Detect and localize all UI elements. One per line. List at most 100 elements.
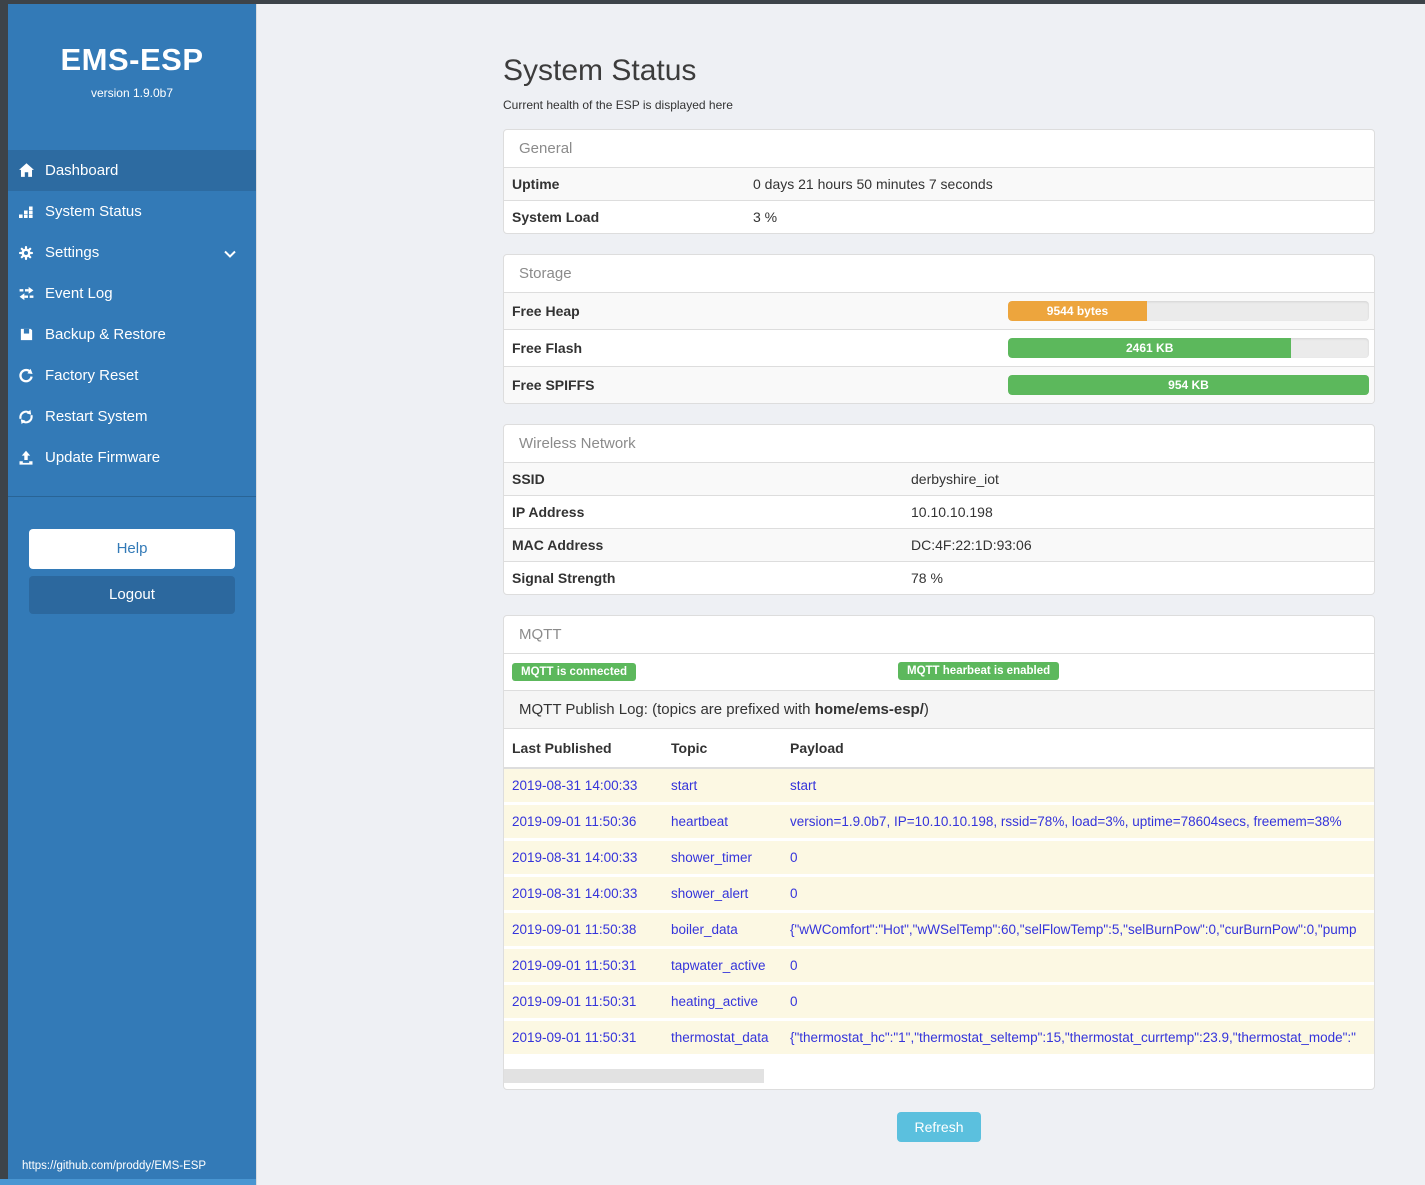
log-time: 2019-08-31 14:00:33 (504, 768, 663, 805)
system-load-label: System Load (504, 200, 745, 233)
sidebar-item-settings[interactable]: Settings (8, 232, 256, 273)
sidebar-item-dashboard[interactable]: Dashboard (8, 150, 256, 191)
gear-icon (16, 244, 36, 261)
refresh-row: Refresh (503, 1112, 1375, 1142)
sidebar: EMS-ESP version 1.9.0b7 Dashboard System… (0, 4, 256, 1185)
sidebar-item-update-firmware[interactable]: Update Firmware (8, 437, 256, 478)
wireless-panel: Wireless Network SSID derbyshire_iot IP … (503, 424, 1375, 595)
chevron-down-icon (224, 245, 236, 261)
sidebar-item-label: System Status (45, 203, 142, 220)
log-gap (504, 1057, 1374, 1069)
mac-address-value: DC:4F:22:1D:93:06 (903, 528, 1374, 562)
page-subtitle: Current health of the ESP is displayed h… (503, 98, 733, 112)
logout-button[interactable]: Logout (29, 576, 235, 614)
sidebar-item-label: Update Firmware (45, 449, 161, 466)
table-row: 2019-08-31 14:00:33 shower_alert 0 (504, 875, 1374, 913)
sidebar-bottom-strip (0, 1179, 256, 1185)
general-table: Uptime 0 days 21 hours 50 minutes 7 seco… (504, 168, 1374, 233)
free-heap-progress-bar: 9544 bytes (1008, 301, 1147, 321)
ssid-value: derbyshire_iot (903, 463, 1374, 496)
table-row: 2019-09-01 11:50:31 heating_active 0 (504, 983, 1374, 1021)
refresh-button[interactable]: Refresh (897, 1112, 981, 1142)
table-row: 2019-08-31 14:00:33 start start (504, 768, 1374, 805)
general-panel: General Uptime 0 days 21 hours 50 minute… (503, 129, 1375, 234)
table-row: MAC Address DC:4F:22:1D:93:06 (504, 528, 1374, 562)
table-row: Signal Strength 78 % (504, 561, 1374, 594)
sidebar-item-label: Dashboard (45, 162, 119, 179)
table-row: Free SPIFFS 954 KB (504, 366, 1374, 403)
mac-address-label: MAC Address (504, 528, 903, 562)
storage-table: Free Heap 9544 bytes Free Flash 2461 KB (504, 293, 1374, 403)
free-flash-label: Free Flash (504, 329, 1000, 367)
scrollbar-thumb[interactable] (504, 1069, 764, 1083)
free-spiffs-progress-bar: 954 KB (1008, 375, 1369, 395)
table-row: IP Address 10.10.10.198 (504, 495, 1374, 529)
sidebar-item-label: Restart System (45, 408, 148, 425)
table-header-row: Last Published Topic Payload (504, 729, 1374, 769)
sidebar-nav: Dashboard System Status (8, 150, 256, 478)
help-button[interactable]: Help (29, 529, 235, 569)
table-row: 2019-09-01 11:50:31 thermostat_data {"th… (504, 1019, 1374, 1057)
col-topic: Topic (663, 729, 782, 769)
log-payload: 0 (782, 983, 1374, 1021)
free-flash-progress-bar: 2461 KB (1008, 338, 1292, 358)
page-title: System Status (503, 54, 697, 87)
uptime-value: 0 days 21 hours 50 minutes 7 seconds (745, 168, 1374, 201)
ip-address-value: 10.10.10.198 (903, 495, 1374, 529)
sidebar-item-factory-reset[interactable]: Factory Reset (8, 355, 256, 396)
table-row: 2019-09-01 11:50:31 tapwater_active 0 (504, 947, 1374, 985)
log-payload: {"wWComfort":"Hot","wWSelTemp":60,"selFl… (782, 911, 1374, 949)
log-topic: thermostat_data (663, 1019, 782, 1057)
free-spiffs-label: Free SPIFFS (504, 366, 1000, 403)
log-payload: version=1.9.0b7, IP=10.10.10.198, rssid=… (782, 803, 1374, 841)
free-flash-cell: 2461 KB (1000, 329, 1374, 367)
mqtt-badge-row: MQTT is connected MQTT hearbeat is enabl… (504, 654, 1374, 691)
window-top-strip (0, 0, 1425, 4)
progress-track: 954 KB (1008, 375, 1369, 395)
progress-track: 2461 KB (1008, 338, 1369, 358)
col-last-published: Last Published (504, 729, 663, 769)
log-time: 2019-08-31 14:00:33 (504, 875, 663, 913)
ip-address-label: IP Address (504, 495, 903, 529)
log-topic: start (663, 768, 782, 805)
wireless-panel-heading: Wireless Network (504, 425, 1374, 463)
mqtt-panel-heading: MQTT (504, 616, 1374, 654)
log-topic: shower_alert (663, 875, 782, 913)
sidebar-item-system-status[interactable]: System Status (8, 191, 256, 232)
log-payload: 0 (782, 875, 1374, 913)
log-time: 2019-08-31 14:00:33 (504, 839, 663, 877)
table-row: 2019-08-31 14:00:33 shower_timer 0 (504, 839, 1374, 877)
wireless-table: SSID derbyshire_iot IP Address 10.10.10.… (504, 463, 1374, 594)
system-load-value: 3 % (745, 200, 1374, 233)
app-version: version 1.9.0b7 (90, 86, 174, 100)
log-payload: 0 (782, 947, 1374, 985)
mqtt-log-table: Last Published Topic Payload 2019-08-31 … (504, 729, 1374, 1057)
table-row: SSID derbyshire_iot (504, 463, 1374, 496)
mqtt-publish-log-heading: MQTT Publish Log: (topics are prefixed w… (504, 691, 1374, 729)
rotate-right-icon (16, 367, 36, 384)
log-intro-end: ) (923, 701, 929, 718)
log-topic: heartbeat (663, 803, 782, 841)
ssid-label: SSID (504, 463, 903, 496)
home-icon (16, 162, 36, 179)
mqtt-panel: MQTT MQTT is connected MQTT hearbeat is … (503, 615, 1375, 1090)
app-title: EMS-ESP (60, 42, 204, 77)
table-row: System Load 3 % (504, 200, 1374, 233)
app-brand: EMS-ESP version 1.9.0b7 (8, 4, 256, 100)
log-payload: {"thermostat_hc":"1","thermostat_seltemp… (782, 1019, 1374, 1057)
horizontal-scrollbar[interactable] (504, 1069, 1374, 1083)
sidebar-item-event-log[interactable]: Event Log (8, 273, 256, 314)
refresh-icon (16, 408, 36, 425)
upload-icon (16, 449, 36, 466)
exchange-arrows-icon (16, 285, 36, 302)
sidebar-item-label: Event Log (45, 285, 113, 302)
log-topic: heating_active (663, 983, 782, 1021)
main-area: System Status Current health of the ESP … (256, 4, 1425, 1185)
sidebar-item-restart-system[interactable]: Restart System (8, 396, 256, 437)
log-topic: boiler_data (663, 911, 782, 949)
log-time: 2019-09-01 11:50:31 (504, 1019, 663, 1057)
sidebar-item-backup-restore[interactable]: Backup & Restore (8, 314, 256, 355)
table-row: Free Flash 2461 KB (504, 329, 1374, 367)
table-row: Free Heap 9544 bytes (504, 293, 1374, 330)
free-spiffs-cell: 954 KB (1000, 366, 1374, 403)
